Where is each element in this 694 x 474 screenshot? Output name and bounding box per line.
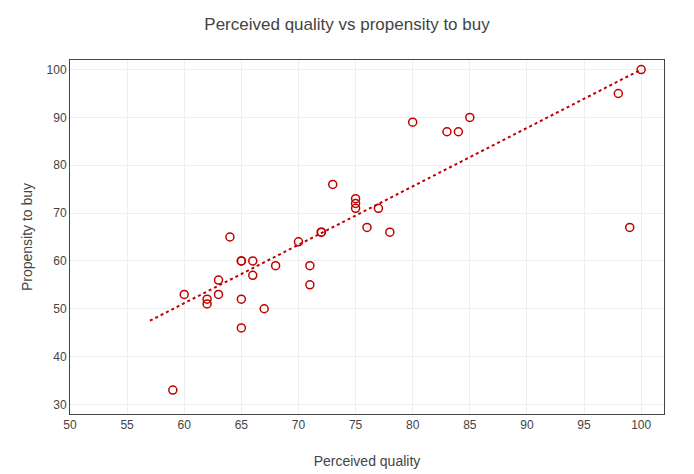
- svg-text:40: 40: [53, 350, 67, 364]
- svg-text:90: 90: [520, 418, 534, 432]
- svg-text:70: 70: [53, 206, 67, 220]
- svg-text:95: 95: [577, 418, 591, 432]
- svg-text:85: 85: [463, 418, 477, 432]
- svg-text:50: 50: [63, 418, 77, 432]
- svg-text:60: 60: [53, 254, 67, 268]
- svg-text:30: 30: [53, 398, 67, 412]
- svg-text:100: 100: [47, 63, 67, 77]
- svg-text:90: 90: [53, 111, 67, 125]
- svg-text:Perceived quality: Perceived quality: [314, 453, 421, 469]
- svg-text:Perceived quality vs propensit: Perceived quality vs propensity to buy: [204, 15, 490, 34]
- svg-text:80: 80: [406, 418, 420, 432]
- svg-text:100: 100: [631, 418, 651, 432]
- svg-text:60: 60: [178, 418, 192, 432]
- svg-text:75: 75: [349, 418, 363, 432]
- svg-text:70: 70: [292, 418, 306, 432]
- svg-text:55: 55: [120, 418, 134, 432]
- svg-text:50: 50: [53, 302, 67, 316]
- svg-text:Propensity to buy: Propensity to buy: [19, 183, 35, 291]
- svg-text:80: 80: [53, 158, 67, 172]
- svg-text:65: 65: [235, 418, 249, 432]
